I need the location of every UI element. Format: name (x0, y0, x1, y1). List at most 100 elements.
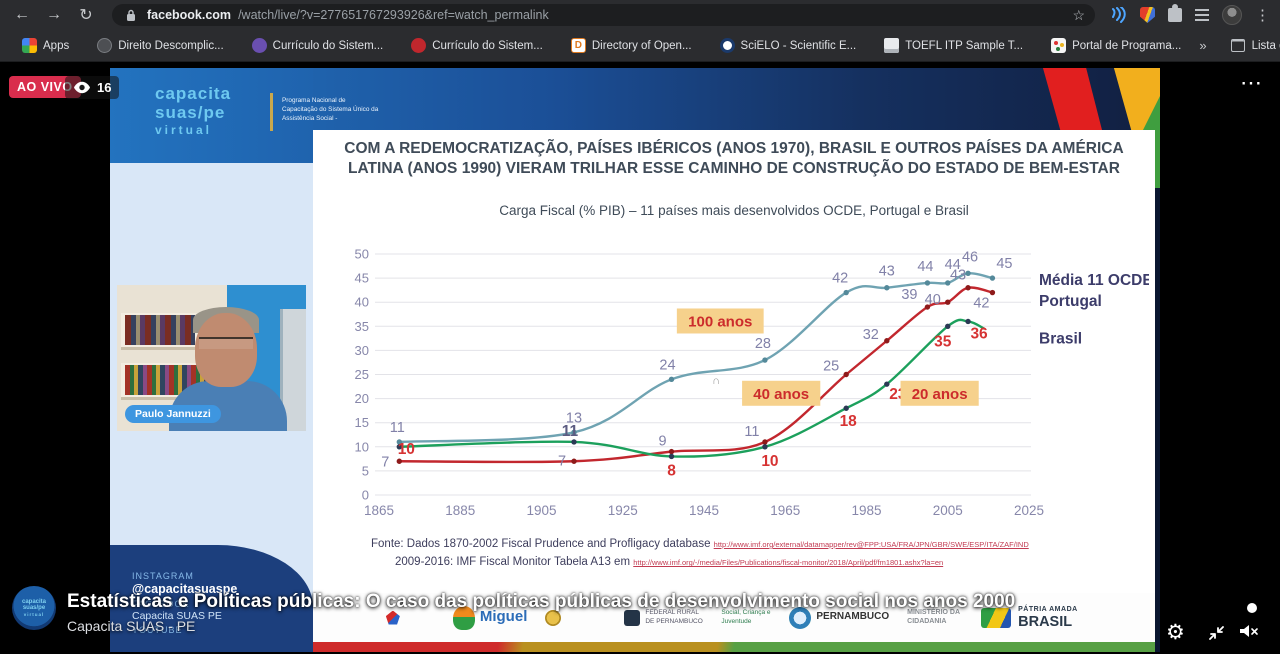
logo-pernambuco: PERNAMBUCO (789, 606, 890, 629)
lock-icon (122, 6, 140, 24)
bookmark-item[interactable]: TOEFL ITP Sample T... (874, 35, 1033, 56)
avatar-brand-line1: capacita (21, 598, 46, 605)
live-badge: AO VIVO (9, 76, 81, 98)
svg-text:10: 10 (761, 453, 778, 470)
logo-label: Social, Criança e Juventude (721, 609, 771, 625)
logo-fisdope-icon (545, 609, 562, 626)
svg-text:40 anos: 40 anos (753, 386, 809, 403)
channel-avatar[interactable]: capacita suas/pe virtual (12, 586, 56, 630)
settings-gear-icon[interactable]: ⚙ (1166, 621, 1185, 644)
back-icon[interactable]: ← (14, 6, 30, 23)
svg-text:44: 44 (917, 259, 933, 275)
logo-pernambuco-icon (789, 606, 812, 629)
bookmark-label: Currículo do Sistem... (432, 39, 543, 52)
svg-text:1985: 1985 (851, 503, 881, 518)
video-options-icon[interactable]: ⋯ (1240, 70, 1263, 95)
svg-text:8: 8 (667, 462, 676, 479)
avatar-brand-line3: virtual (23, 612, 45, 618)
source-link-1: http://www.imf.org/external/datamapper/r… (713, 540, 1029, 549)
extensions-puzzle-icon[interactable] (1168, 4, 1182, 22)
reading-list-icon (1230, 39, 1245, 52)
audio-indicator-icon[interactable] (1109, 6, 1127, 24)
social-links-panel: INSTAGRAM @capacitasuaspe FACEBOOK Capac… (110, 545, 313, 652)
logo-miguel-icon (452, 605, 475, 630)
bookmark-star-icon[interactable]: ☆ (1072, 6, 1085, 23)
fav-red-icon (411, 38, 427, 53)
logo-brasil: PÁTRIA AMADA BRASIL (981, 606, 1082, 629)
logo-fisdope (545, 609, 606, 626)
stream-left-column: capacita suas/pe virtual Programa Nacion… (110, 68, 378, 652)
chart-container: 0 5 10 15 20 25 30 35 40 45 50 1865 1885 1905 1925 1945… (349, 242, 1153, 534)
svg-text:11: 11 (390, 420, 405, 436)
logo-familia-icon (385, 610, 400, 625)
svg-text:1905: 1905 (526, 503, 556, 518)
svg-text:50: 50 (355, 247, 369, 262)
logo-label: PERNAMBUCO (816, 611, 890, 623)
logo-label: FEDERAL RURAL DE PERNAMBUCO (645, 609, 703, 625)
svg-text:1885: 1885 (445, 503, 475, 518)
svg-text:1865: 1865 (364, 503, 394, 518)
fav-dorange-icon: D (570, 38, 586, 53)
speaker-face (195, 313, 257, 387)
svg-text:11: 11 (744, 424, 759, 440)
fav-purple-icon (251, 38, 267, 53)
svg-text:7: 7 (381, 454, 389, 470)
slide-footer-stripe (313, 642, 1155, 652)
bookmark-label: TOEFL ITP Sample T... (905, 39, 1024, 52)
brand-line1: capacita (155, 84, 232, 103)
video-title: Estatísticas e Políticas públicas: O cas… (67, 591, 1016, 612)
svg-text:36: 36 (970, 325, 988, 342)
reload-icon[interactable]: ↻ (79, 7, 93, 24)
logo-social: Social, Criança e Juventude (721, 609, 771, 625)
bookmark-item[interactable]: D Directory of Open... (561, 35, 702, 56)
live-video[interactable]: capacita suas/pe virtual Programa Nacion… (110, 68, 1160, 652)
presentation-slide: COM A REDEMOCRATIZAÇÃO, PAÍSES IBÉRICOS … (313, 130, 1155, 652)
svg-text:1925: 1925 (608, 503, 638, 518)
bookmark-label: Currículo do Sistem... (272, 39, 384, 52)
logo-label: PÁTRIA AMADA BRASIL (1018, 605, 1078, 630)
browser-toolbar: ← → ↻ facebook.com /watch/live/?v=277651… (0, 0, 1280, 30)
bookmark-item[interactable]: Currículo do Sistem... (242, 35, 394, 56)
svg-text:2005: 2005 (933, 503, 963, 518)
bookmark-item[interactable]: Direito Descomplic... (87, 35, 233, 56)
bookmarks-bar: Apps Direito Descomplic... Currículo do Si… (0, 30, 1280, 62)
exit-fullscreen-icon[interactable] (1208, 625, 1225, 646)
viewer-count-pill: 16 (65, 76, 120, 99)
address-bar[interactable]: facebook.com /watch/live/?v=277651767293… (112, 4, 1095, 26)
svg-text:13: 13 (566, 410, 582, 426)
svg-text:10: 10 (355, 439, 369, 454)
reading-list-button[interactable]: Lista de leitura (1230, 39, 1280, 52)
svg-text:39: 39 (901, 287, 917, 303)
svg-text:44: 44 (945, 257, 961, 273)
forward-icon[interactable]: → (46, 6, 62, 23)
shield-extension-icon[interactable] (1140, 7, 1155, 23)
svg-text:20 anos: 20 anos (912, 386, 968, 403)
volume-muted-icon[interactable] (1238, 622, 1260, 645)
profile-avatar[interactable] (1222, 5, 1242, 25)
url-host: facebook.com (147, 8, 232, 22)
svg-text:0: 0 (362, 488, 369, 503)
logo-ufrpe-icon (624, 609, 641, 626)
capacita-suas-logo: capacita suas/pe virtual (155, 85, 231, 136)
svg-text:15: 15 (355, 415, 369, 430)
browser-menu-icon[interactable]: ⋮ (1255, 7, 1270, 24)
svg-text:5: 5 (362, 463, 369, 478)
svg-text:11: 11 (562, 423, 579, 440)
chart-title: Carga Fiscal (% PIB) – 11 países mais de… (499, 203, 969, 219)
svg-text:42: 42 (973, 296, 989, 312)
svg-text:45: 45 (996, 256, 1012, 272)
source-text-1: Fonte: Dados 1870-2002 Fiscal Prudence a… (371, 538, 711, 550)
url-path: /watch/live/?v=277651767293926&ref=watch… (238, 8, 549, 22)
logo-familia (385, 610, 435, 625)
svg-text:∩: ∩ (712, 375, 720, 387)
tab-list-icon[interactable] (1195, 9, 1209, 21)
bookmark-item[interactable]: Currículo do Sistem... (401, 35, 553, 56)
bookmark-item[interactable]: Apps (12, 35, 79, 56)
svg-text:Portugal: Portugal (1039, 293, 1102, 310)
logo-label: Miguel (479, 608, 528, 626)
bookmark-item[interactable]: Portal de Programa... (1041, 35, 1191, 56)
svg-text:35: 35 (934, 333, 952, 350)
channel-name[interactable]: Capacita SUAS - PE (67, 618, 196, 634)
bookmarks-overflow-icon[interactable]: » (1199, 38, 1207, 53)
bookmark-item[interactable]: SciELO - Scientific E... (710, 35, 867, 56)
